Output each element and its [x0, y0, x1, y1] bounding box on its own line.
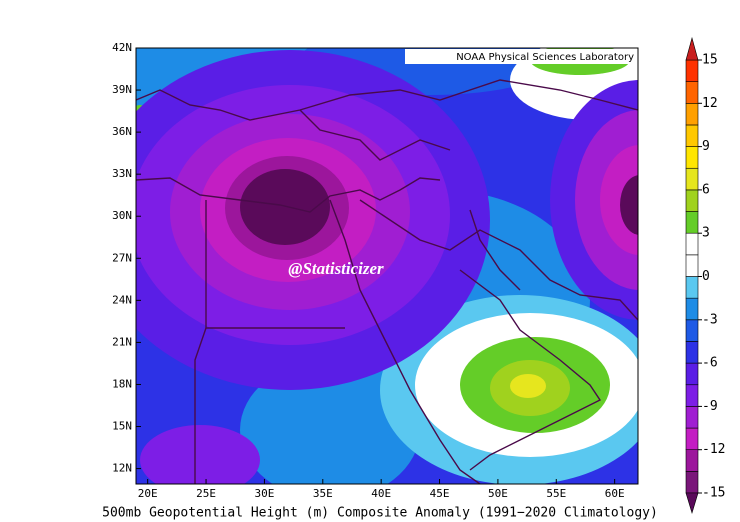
lat-tick-label: 42N: [112, 41, 132, 54]
colorbar-under: [685, 492, 699, 515]
lat-tick-label: 39N: [112, 83, 132, 96]
colorbar-tick-label: -15: [702, 486, 725, 501]
lon-tick-label: 55E: [546, 487, 566, 500]
colorbar-tick-label: 3: [702, 226, 710, 241]
colorbar-tick-label: -12: [702, 442, 725, 457]
colorbar-bin: [685, 103, 699, 126]
lon-tick-label: 50E: [488, 487, 508, 500]
lat-tick-label: 18N: [112, 377, 132, 390]
anomaly-field: [136, 48, 638, 484]
colorbar-bin: [685, 362, 699, 386]
lon-tick-label: 25E: [196, 487, 216, 500]
lat-tick-label: 15N: [112, 420, 132, 433]
map-frame: [135, 47, 639, 485]
credit: NOAA Physical Sciences Laboratory: [456, 52, 634, 63]
colorbar-bin: [685, 319, 699, 342]
lat-tick-label: 24N: [112, 293, 132, 306]
lat-tick-label: 27N: [112, 251, 132, 264]
colorbar-bin: [685, 384, 699, 407]
colorbar-over: [685, 36, 699, 61]
lon-tick-label: 40E: [371, 487, 391, 500]
watermark: @Statisticizer: [288, 259, 384, 278]
colorbar-tick-label: 6: [702, 182, 710, 197]
colorbar-bin: [685, 146, 699, 169]
lat-tick-label: 36N: [112, 125, 132, 138]
colorbar-bin: [685, 189, 699, 212]
colorbar-bin: [685, 81, 699, 104]
colorbar-tick-label: 12: [702, 96, 718, 111]
colorbar-bin: [685, 276, 699, 299]
colorbar-bin: [685, 59, 699, 82]
lat-tick-label: 12N: [112, 462, 132, 475]
colorbar-bin: [685, 406, 699, 429]
colorbar-tick-label: 15: [702, 53, 718, 68]
credit-box: [405, 49, 637, 64]
colorbar-bin: [685, 124, 699, 147]
lon-tick-label: 30E: [254, 487, 274, 500]
colorbar-tick-label: 0: [702, 269, 710, 284]
lat-tick-label: 21N: [112, 335, 132, 348]
colorbar-bin: [685, 471, 699, 494]
colorbar-bin: [685, 232, 699, 256]
colorbar-bin: [685, 427, 699, 450]
lat-tick-label: 33N: [112, 167, 132, 180]
lat-tick-label: 30N: [112, 209, 132, 222]
colorbar-bin: [685, 167, 699, 191]
caption: 500mb Geopotential Height (m) Composite …: [102, 506, 658, 521]
lon-tick-label: 60E: [605, 487, 625, 500]
colorbar-bin: [685, 449, 699, 472]
colorbar-bin: [685, 341, 699, 364]
lon-tick-label: 35E: [313, 487, 333, 500]
lon-tick-label: 20E: [138, 487, 158, 500]
colorbar-tick-label: -3: [702, 312, 718, 327]
colorbar-tick-label: -6: [702, 356, 718, 371]
colorbar-tick-label: -9: [702, 399, 718, 414]
colorbar-tick-label: 9: [702, 139, 710, 154]
lon-tick-label: 45E: [430, 487, 450, 500]
colorbar-bin: [685, 254, 699, 277]
colorbar-bin: [685, 297, 699, 321]
colorbar-bin: [685, 211, 699, 234]
